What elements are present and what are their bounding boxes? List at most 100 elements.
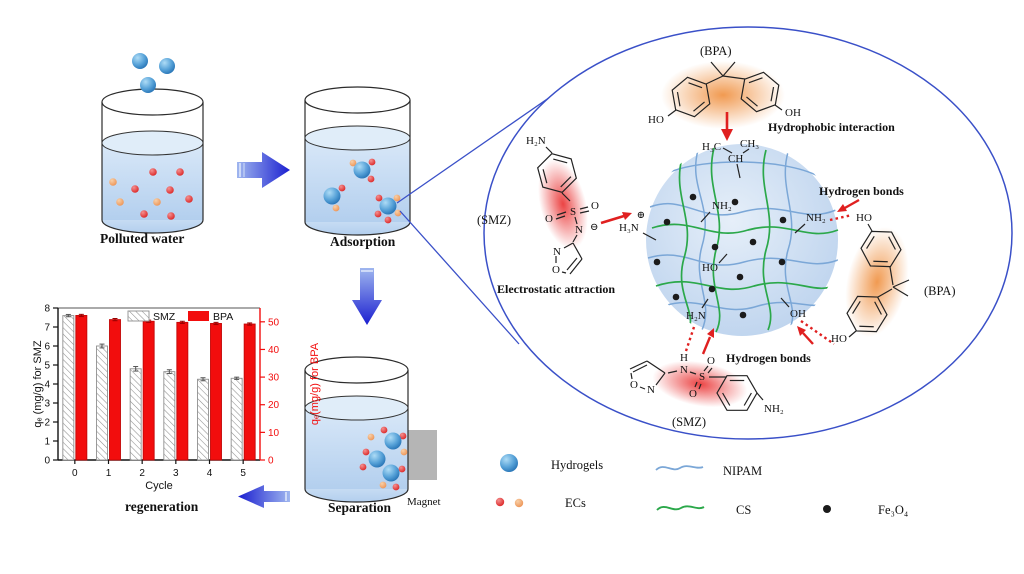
h-atom: H [680,352,688,364]
gel-oh: OH [790,308,806,320]
s-atom: S [699,371,705,383]
adsorption-label: Adsorption [330,234,396,249]
bpa-top-tag: (BPA) [700,44,732,58]
cs-strands [651,147,839,333]
chart-legend-bpa-swatch [188,311,209,321]
xtick-label: 4 [207,468,213,479]
o-atom: O [689,388,697,400]
hbond-bottom-label: Hydrogen bonds [726,351,811,365]
ch3-label: CH₃ [740,138,759,150]
bar-smz-5 [230,377,243,461]
bar-bpa-5 [243,323,256,461]
gel-ho: HO [702,262,718,274]
nipam-swatch [655,465,704,471]
regeneration-label: regeneration [125,499,199,514]
bpa-molecule-right: HO HO (BPA) Hydrogen bonds [819,184,956,345]
fe3o4-dots [653,193,787,319]
h2n-label: H₂N [526,135,546,147]
adsorption-beaker: Adsorption [304,86,411,249]
o-atom: O [707,355,715,367]
smz-bottom-tag: (SMZ) [672,415,706,429]
bar-smz-3 [163,371,176,461]
magnet-block [408,430,437,480]
xlabel: Cycle [145,480,173,492]
ring-o-atom: O [552,264,560,276]
hydrogel-with-ecs [323,158,402,224]
o-atom: O [591,200,599,212]
xtick-label: 3 [173,468,179,479]
figure-legend: Hydrogels ECs NIPAM CS Fe₃O₄ [495,454,908,517]
ch-label: CH [728,153,743,165]
bar-smz-0 [62,315,75,461]
ytick-left: 4 [44,380,50,391]
red-arrow-hbond-right [837,204,847,212]
cs-swatch [656,505,705,511]
ytick-left: 8 [44,304,50,315]
ytick-right: 50 [268,317,280,328]
smz-molecule-left: H₂N S O O N ⊖ N O (SMZ) Electrostatic at… [477,135,632,296]
ytick-left: 3 [44,399,50,410]
ytick-right: 20 [268,400,280,411]
bar-smz-2 [129,368,142,461]
red-arrow-right [622,212,632,220]
ring-o-atom: O [630,379,638,391]
bar-smz-4 [197,378,209,461]
s-atom: S [570,206,576,218]
legend-ecs-label: ECs [565,496,586,510]
chart-legend-smz-label: SMZ [153,311,176,323]
hydrogel-swatch [500,454,518,472]
n-atom: N [575,224,583,236]
ytick-left: 5 [44,361,50,372]
smz-molecule-bottom: S O O N H O N NH₂ (SMZ) Hydrogen bonds [629,320,835,429]
xtick-label: 0 [72,468,78,479]
hbond-dotted-bottom-left [684,326,696,352]
ho-label: HO [648,114,664,126]
hydrophobic-label: Hydrophobic interaction [768,120,895,134]
ytick-right: 30 [268,373,280,384]
hbond-dotted-bottom-right [800,320,835,345]
hbond-dotted-right [829,213,853,222]
bar-bpa-1 [109,319,121,461]
red-arrow-hbond-bl [707,328,714,338]
n-atom: N [680,364,688,376]
chart-legend-bpa-label: BPA [213,311,233,323]
ring-n-atom: N [647,384,655,396]
minus-charge: ⊖ [590,222,598,233]
chart-svg: 0 1 2 3 4 5 6 7 8 0 10 20 30 40 50 0 1 2 3 4 5 Cycle qₑ (mg/g)… [32,304,321,493]
electrostatic-label: Electrostatic attraction [497,282,615,296]
legend-cs-label: CS [736,503,751,517]
smz-left-tag: (SMZ) [477,213,511,227]
ytick-right: 0 [268,456,274,467]
gel-h2n: H₂N [686,310,706,322]
legend-nipam-label: NIPAM [723,464,762,478]
nh2-label: NH₂ [764,403,784,415]
red-arrow-hbond-br [797,326,806,336]
zoom-lines [396,85,567,345]
arrow-right [237,152,290,188]
xtick-label: 2 [139,468,145,479]
bar-bpa-4 [210,323,222,461]
magnet-label: Magnet [407,496,441,508]
arrow-down [352,268,382,325]
xtick-label: 5 [240,468,246,479]
hydrogel-sphere-network: H₃C CH₃ CH NH₂ HO H₂N OH NH₂ H₃N ⊕ [619,138,839,336]
ytick-left: 0 [44,456,50,467]
gel-nh2-right: NH₂ [806,212,826,224]
bpa-molecule-top: HO OH (BPA) Hydrophobic interaction [648,44,895,141]
plus-charge: ⊕ [637,210,645,221]
gel-nh2-top: NH₂ [712,200,732,212]
h3c-label: H₃C [702,141,721,153]
ec-red-swatch [495,497,505,507]
ho-bottom-label: HO [831,333,847,345]
h3n-label: H₃N [619,222,639,234]
separation-label: Separation [328,500,391,515]
polluted-water-beaker: Polluted water [100,53,204,246]
arrow-left [238,485,290,508]
ytick-left: 7 [44,323,50,334]
bpa-right-tag: (BPA) [924,284,956,298]
recycle-bar-chart: 0 1 2 3 4 5 6 7 8 0 10 20 30 40 50 0 1 2 3 4 5 Cycle qₑ (mg/g)… [30,295,330,495]
ylabel-left: qₑ (mg/g) for SMZ [32,340,44,427]
nipam-strands [647,149,839,331]
